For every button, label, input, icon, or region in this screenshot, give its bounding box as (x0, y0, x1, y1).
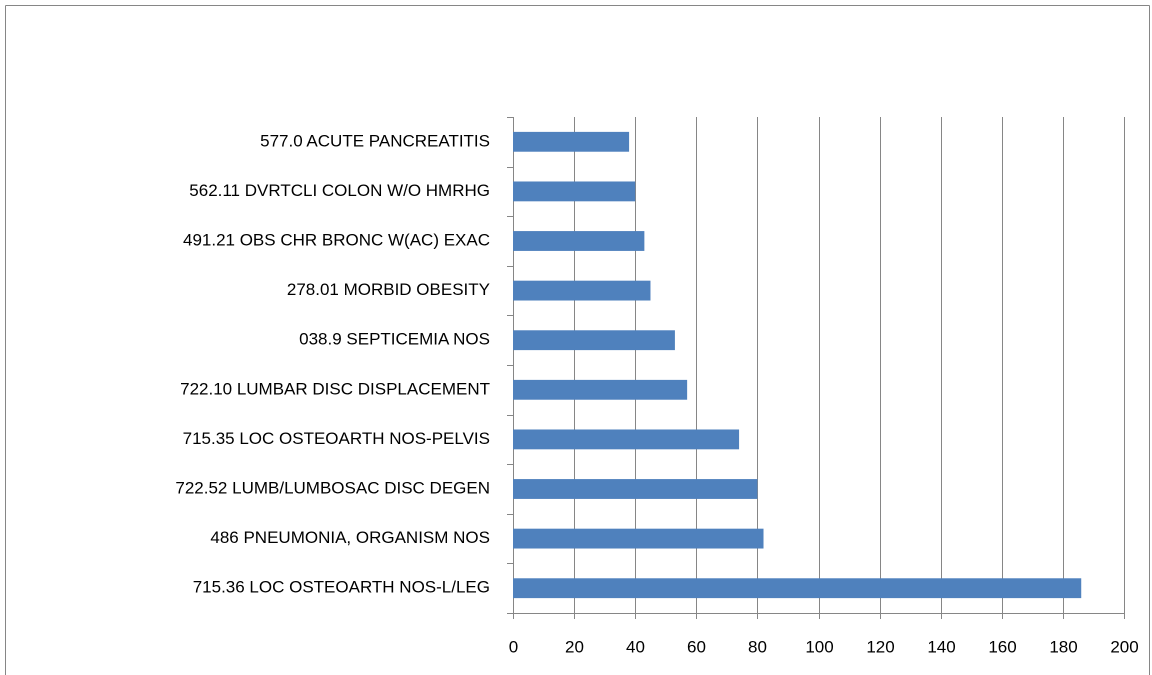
bar (513, 231, 645, 251)
x-tick-label: 160 (988, 637, 1016, 656)
y-tick-label: 562.11 DVRTCLI COLON W/O HMRHG (189, 181, 490, 200)
y-tick-label: 715.35 LOC OSTEOARTH NOS-PELVIS (183, 429, 490, 448)
x-tick-label: 120 (866, 637, 894, 656)
bar (513, 528, 764, 549)
bar (513, 280, 651, 301)
y-tick-label: 722.52 LUMB/LUMBOSAC DISC DEGEN (175, 478, 490, 497)
y-tick-label: 715.36 LOC OSTEOARTH NOS-L/LEG (193, 578, 490, 597)
bar (513, 429, 740, 450)
x-tick-label: 20 (565, 637, 584, 656)
y-tick-label: 722.10 LUMBAR DISC DISPLACEMENT (180, 379, 490, 398)
bar (513, 330, 675, 351)
y-tick-label: 491.21 OBS CHR BRONC W(AC) EXAC (183, 230, 490, 249)
y-tick-label: 486 PNEUMONIA, ORGANISM NOS (210, 528, 490, 547)
x-tick-label: 60 (687, 637, 706, 656)
bar (513, 181, 636, 202)
bar (513, 379, 688, 400)
bar (513, 131, 630, 152)
y-tick-label: 038.9 SEPTICEMIA NOS (299, 330, 490, 349)
x-tick-label: 80 (748, 637, 767, 656)
x-tick-label: 0 (509, 637, 518, 656)
x-tick-label: 200 (1110, 637, 1138, 656)
x-tick-label: 180 (1049, 637, 1077, 656)
bar (513, 578, 1082, 599)
y-tick-label: 278.01 MORBID OBESITY (287, 280, 490, 299)
x-tick-label: 100 (805, 637, 833, 656)
x-tick-label: 140 (927, 637, 955, 656)
y-tick-label: 577.0 ACUTE PANCREATITIS (260, 131, 490, 150)
bar (513, 479, 758, 499)
x-tick-label: 40 (626, 637, 645, 656)
